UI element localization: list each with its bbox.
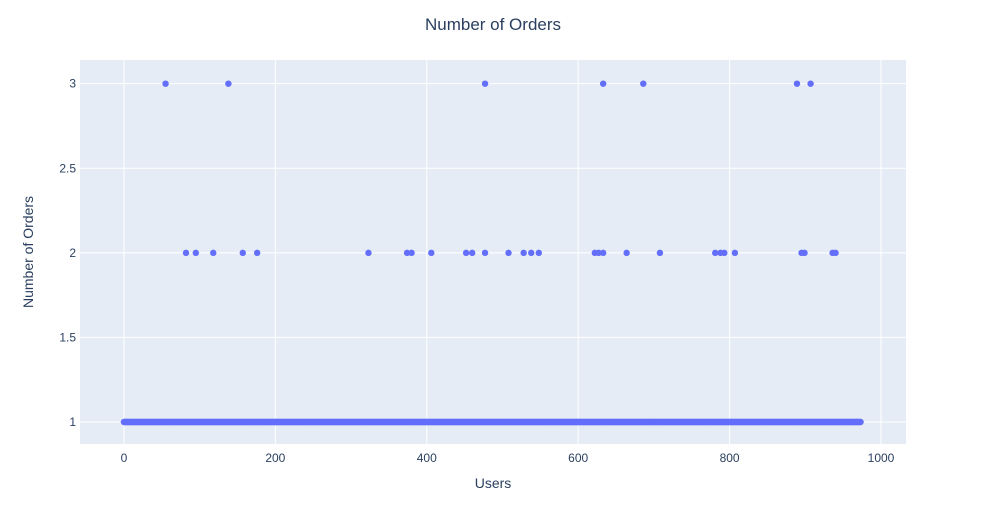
x-tick-label: 600 <box>568 451 588 465</box>
y-tick-label: 1.5 <box>59 330 76 344</box>
y-tick-label: 3 <box>69 77 76 91</box>
data-point <box>192 249 200 257</box>
data-point <box>520 249 527 257</box>
data-point <box>623 249 630 257</box>
data-point <box>481 80 489 87</box>
plot-area <box>80 60 906 444</box>
y-tick-label: 2 <box>69 246 76 260</box>
x-tick-label: 0 <box>121 451 128 465</box>
data-point <box>182 249 190 257</box>
x-tick-label: 200 <box>265 451 285 465</box>
data-point <box>656 249 664 257</box>
data-point <box>225 80 232 87</box>
data-point <box>403 249 411 257</box>
data-point <box>428 249 435 257</box>
data-point <box>599 249 607 257</box>
data-point <box>239 249 246 257</box>
data-point <box>462 249 470 257</box>
data-point <box>731 249 739 257</box>
x-tick-label: 800 <box>720 451 740 465</box>
x-axis-title: Users <box>475 475 512 491</box>
data-point <box>468 249 476 257</box>
y-tick-label: 1 <box>69 415 76 429</box>
y-tick-label: 2.5 <box>59 161 76 175</box>
data-point <box>857 418 864 426</box>
data-points <box>120 80 864 426</box>
data-point <box>535 249 543 257</box>
data-point <box>807 80 814 87</box>
data-point <box>640 80 647 87</box>
data-point <box>253 249 261 257</box>
data-point <box>210 249 217 257</box>
data-point <box>721 249 728 257</box>
x-tick-label: 400 <box>417 451 437 465</box>
data-point <box>481 249 489 257</box>
data-point <box>801 249 808 257</box>
y-axis-title: Number of Orders <box>20 196 36 308</box>
y-axis-ticks: 1 1.5 2 2.5 3 <box>59 77 76 429</box>
data-point <box>365 249 372 257</box>
data-point <box>712 249 719 257</box>
x-tick-label: 1000 <box>868 451 895 465</box>
chart-title: Number of Orders <box>425 15 561 34</box>
data-point <box>408 249 415 257</box>
data-point <box>595 249 602 257</box>
data-point <box>162 80 169 87</box>
data-point <box>505 249 512 257</box>
x-axis-ticks: 0 200 400 600 800 1000 <box>121 451 895 465</box>
data-point <box>599 80 607 87</box>
data-point <box>793 80 801 87</box>
data-point <box>528 249 535 257</box>
data-point <box>832 249 839 257</box>
